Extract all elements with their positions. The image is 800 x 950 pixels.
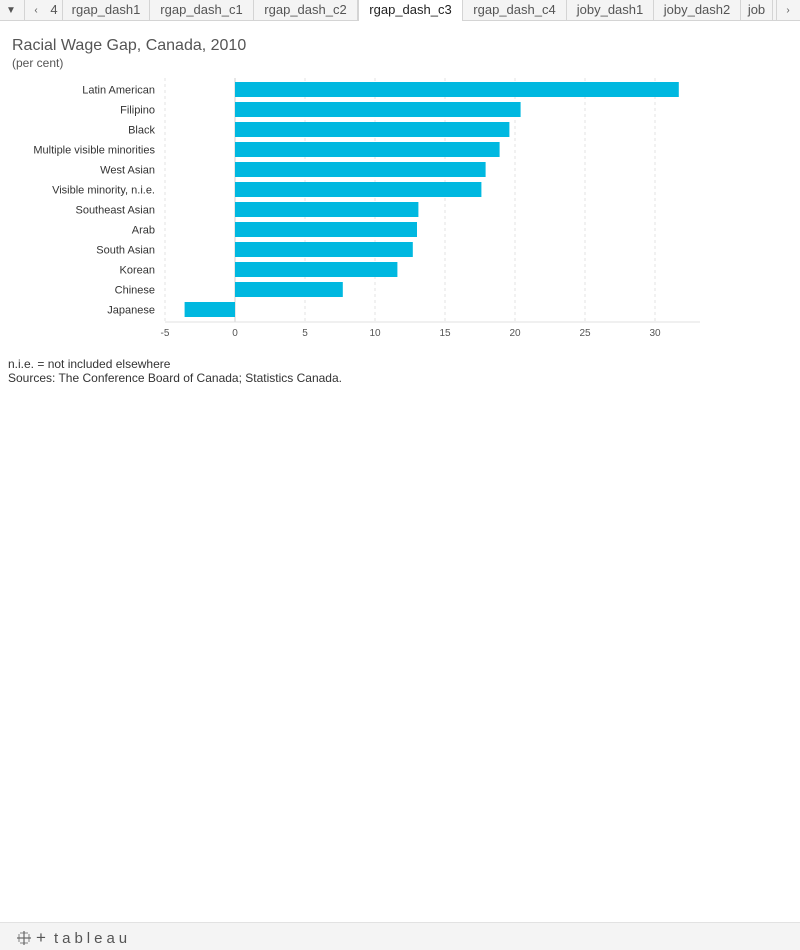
bar-chart: Latin American Filipino Black Multiple visi… bbox=[33, 78, 700, 339]
category-label: Filipino bbox=[120, 105, 155, 117]
tab-joby-dash1[interactable]: joby_dash1 bbox=[567, 0, 654, 20]
category-label: Visible minority, n.i.e. bbox=[52, 185, 155, 197]
tableau-plus-icon bbox=[17, 931, 31, 945]
tab-rgap-dash1[interactable]: rgap_dash1 bbox=[63, 0, 150, 20]
x-tick-label: 20 bbox=[509, 328, 521, 339]
bar bbox=[235, 222, 417, 237]
category-label: South Asian bbox=[96, 245, 155, 257]
bar bbox=[235, 162, 486, 177]
x-tick-label: 30 bbox=[649, 328, 661, 339]
bar bbox=[235, 262, 398, 277]
category-label: Korean bbox=[120, 265, 155, 277]
chart-notes: n.i.e. = not included elsewhere Sources:… bbox=[8, 357, 342, 385]
bar bbox=[184, 302, 235, 317]
tab-scroll-right-icon[interactable]: › bbox=[776, 0, 799, 20]
category-label: Chinese bbox=[115, 285, 155, 297]
bar bbox=[235, 182, 482, 197]
category-label: Arab bbox=[132, 225, 155, 237]
chart-title: Racial Wage Gap, Canada, 2010 bbox=[12, 37, 247, 54]
category-label: West Asian bbox=[100, 165, 155, 177]
x-tick-label: 5 bbox=[302, 328, 308, 339]
bar bbox=[235, 242, 413, 257]
x-tick-label: 15 bbox=[439, 328, 451, 339]
category-label: Southeast Asian bbox=[75, 205, 155, 217]
category-label: Multiple visible minorities bbox=[33, 145, 155, 157]
x-tick-label: -5 bbox=[161, 328, 170, 339]
note-sources: Sources: The Conference Board of Canada;… bbox=[8, 371, 342, 385]
footer-bar: + tableau bbox=[0, 922, 800, 950]
category-label: Latin American bbox=[82, 85, 155, 97]
bar bbox=[235, 122, 510, 137]
note-abbreviation: n.i.e. = not included elsewhere bbox=[8, 357, 171, 371]
x-tick-label: 0 bbox=[232, 328, 238, 339]
tableau-logo[interactable]: + tableau bbox=[16, 928, 131, 948]
tab-rgap-dash-c1[interactable]: rgap_dash_c1 bbox=[150, 0, 254, 20]
bar bbox=[235, 202, 419, 217]
sheet-tab-bar: ▼ ‹ 4 rgap_dash1 rgap_dash_c1 rgap_dash_c2… bbox=[0, 0, 800, 21]
tab-rgap-dash-c3[interactable]: rgap_dash_c3 bbox=[358, 0, 463, 21]
bar bbox=[235, 102, 521, 117]
x-tick-label: 25 bbox=[579, 328, 591, 339]
tab-job[interactable]: job bbox=[741, 0, 773, 20]
tab-rgap-dash-c4[interactable]: rgap_dash_c4 bbox=[463, 0, 567, 20]
bar bbox=[235, 142, 500, 157]
bar bbox=[235, 82, 679, 97]
tab-scroll-left-icon[interactable]: ‹ bbox=[24, 0, 47, 20]
chart-subtitle: (per cent) bbox=[12, 56, 64, 70]
x-tick-label: 10 bbox=[369, 328, 381, 339]
tab-partial[interactable]: 4 bbox=[46, 0, 63, 20]
category-label: Japanese bbox=[107, 305, 155, 317]
category-label: Black bbox=[128, 125, 155, 137]
tab-menu-icon[interactable]: ▼ bbox=[6, 4, 16, 16]
tab-joby-dash2[interactable]: joby_dash2 bbox=[654, 0, 741, 20]
bar bbox=[235, 282, 343, 297]
tab-rgap-dash-c2[interactable]: rgap_dash_c2 bbox=[254, 0, 358, 20]
tableau-wordmark: tableau bbox=[53, 929, 132, 947]
